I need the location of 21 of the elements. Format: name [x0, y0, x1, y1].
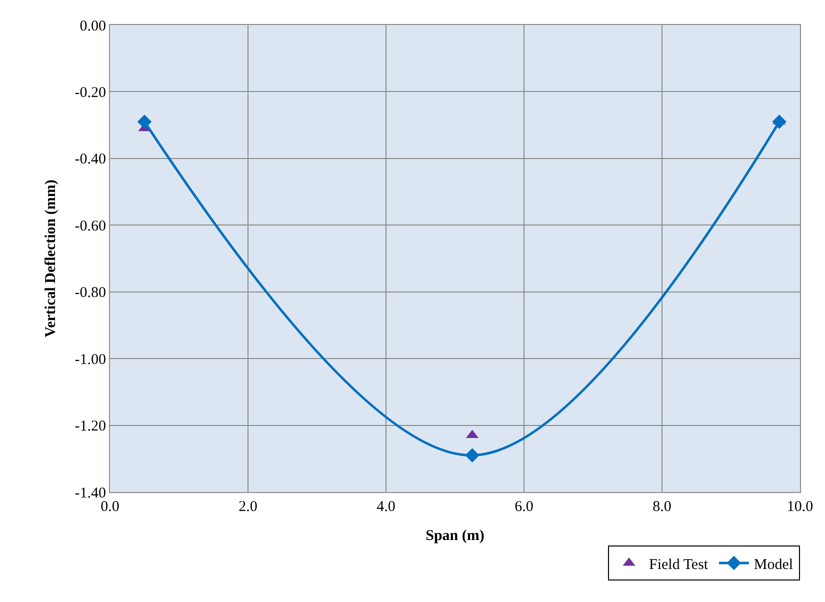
x-axis-title: Span (m) [426, 528, 484, 544]
y-axis-title: Vertical Deflection (mm) [43, 180, 59, 338]
legend-label: Field Test [649, 556, 709, 573]
x-tick-label: 4.0 [376, 499, 396, 515]
y-tick-label: -0.20 [74, 84, 106, 101]
y-tick-label: -1.20 [74, 418, 106, 435]
point [465, 448, 480, 462]
x-tick-label: 10.0 [786, 499, 814, 515]
x-tick-label: 0.0 [100, 499, 120, 515]
point [137, 114, 152, 129]
point [772, 114, 786, 129]
y-tick-label: -0.80 [74, 285, 106, 302]
y-tick-label: -1.40 [74, 485, 106, 502]
x-tick-label: 6.0 [514, 499, 534, 515]
y-tick-label: -1.00 [74, 352, 106, 368]
y-tick-label: -0.60 [74, 218, 106, 234]
x-tick-label: 8.0 [652, 499, 672, 515]
legend-label: Model [754, 556, 794, 573]
x-tick-label: 2.0 [238, 499, 258, 515]
y-tick-label: -0.40 [74, 152, 106, 168]
y-tick-label: 0.00 [80, 18, 106, 34]
